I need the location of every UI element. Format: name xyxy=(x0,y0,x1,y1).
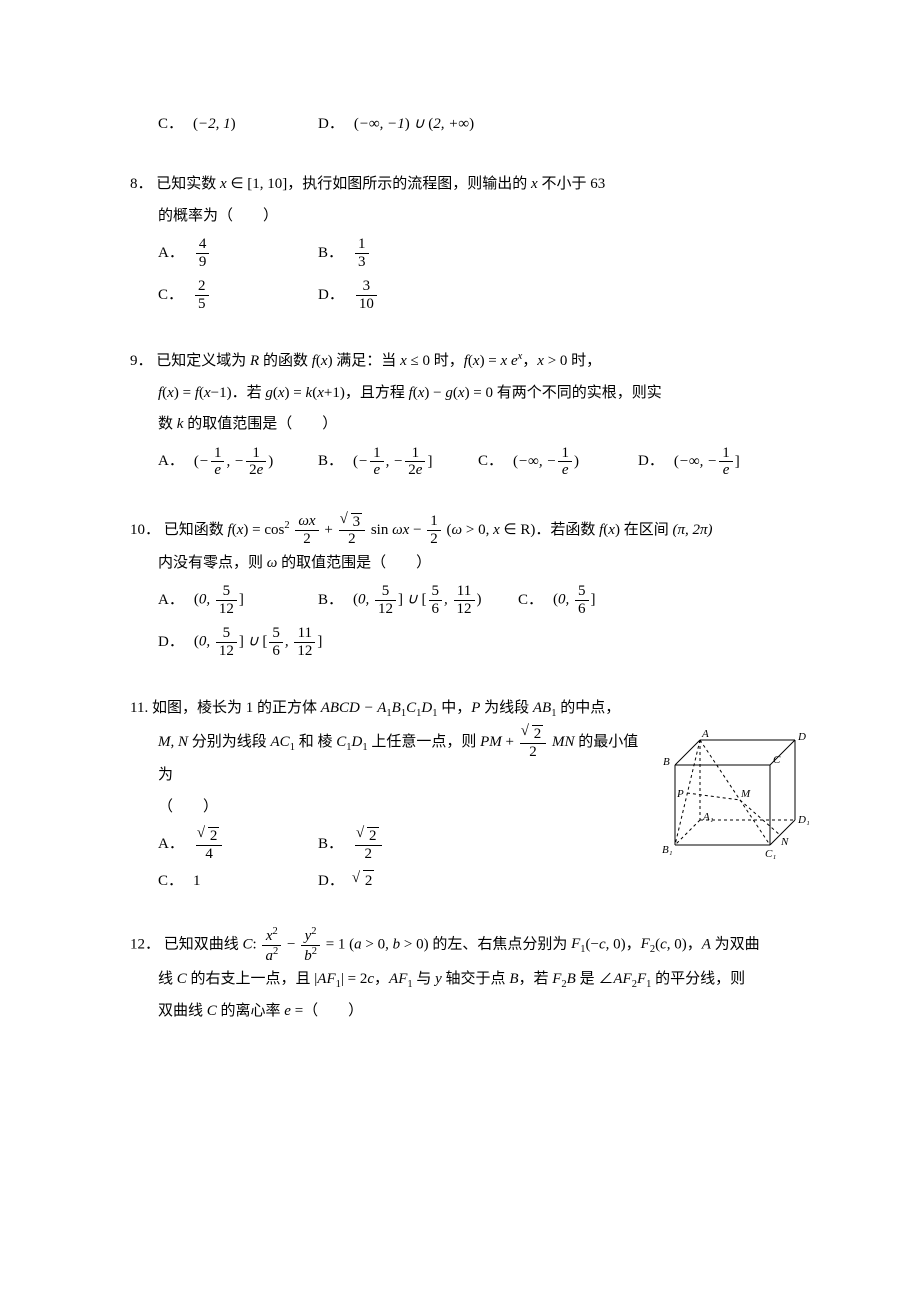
svg-text:D₁: D₁ xyxy=(797,814,810,826)
q9-opt-b: B． (−1e, −12e] xyxy=(318,445,478,479)
q9-opt-a: A． (−1e, −12e) xyxy=(158,445,318,479)
q9-opt-d: D． (−∞, −1e] xyxy=(638,445,798,479)
svg-text:A₁: A₁ xyxy=(702,811,714,823)
q10-number: 10． xyxy=(130,521,160,537)
q8-opt-c: C． 25 xyxy=(158,278,318,312)
q11-opt-d: D．2 xyxy=(318,870,478,892)
q10-opt-c: C． (0, 56] xyxy=(518,583,638,617)
q11-stem3: （ ） xyxy=(130,792,645,824)
q9-opt-c: C． (−∞, −1e) xyxy=(478,445,638,479)
svg-text:M: M xyxy=(740,788,751,800)
svg-text:B: B xyxy=(663,756,670,768)
q8-opt-a: A． 49 xyxy=(158,236,318,270)
q10-stem2: 内没有零点，则 ω 的取值范围是（ ） xyxy=(130,548,815,580)
svg-text:P: P xyxy=(676,788,684,800)
q10-opt-d: D． (0, 512] ∪ [56, 1112] xyxy=(158,625,358,659)
q8-stem2: 的概率为（ ） xyxy=(130,201,815,233)
q11-stem1: 11. 如图，棱长为 1 的正方体 ABCD − A1B1C1D1 中，P 为线… xyxy=(130,693,815,725)
q8: 8． 已知实数 x ∈ [1, 10]，执行如图所示的流程图，则输出的 x 不小… xyxy=(130,169,815,320)
svg-text:D: D xyxy=(797,731,806,743)
q7-opt-c: C． (−2, 1) xyxy=(158,114,318,135)
svg-text:C: C xyxy=(773,754,781,766)
q11-opt-c: C．1 xyxy=(158,870,318,892)
q8-number: 8． xyxy=(130,176,153,192)
q10-opt-a: A． (0, 512] xyxy=(158,583,318,617)
svg-text:N: N xyxy=(780,836,789,848)
q9-stem1: 9． 已知定义域为 R 的函数 f(x) 满足：当 x ≤ 0 时，f(x) =… xyxy=(130,346,815,378)
q12: 12． 已知双曲线 C: x2a2 − y2b2 = 1 (a > 0, b >… xyxy=(130,926,815,1028)
q9: 9． 已知定义域为 R 的函数 f(x) 满足：当 x ≤ 0 时，f(x) =… xyxy=(130,346,815,487)
q12-stem3: 双曲线 C 的离心率 e =（ ） xyxy=(130,996,815,1028)
q9-number: 9． xyxy=(130,353,153,369)
q10: 10． 已知函数 f(x) = cos2 ωx2 + 32 sin ωx − 1… xyxy=(130,513,815,668)
q12-stem1: 12． 已知双曲线 C: x2a2 − y2b2 = 1 (a > 0, b >… xyxy=(130,926,815,964)
q7-opt-d: D． (−∞, −1) ∪ (2, +∞) xyxy=(318,114,558,135)
q7-tail: C． (−2, 1) D． (−∞, −1) ∪ (2, +∞) xyxy=(130,114,815,143)
q11-stem2: M, N 分别为线段 AC1 和 棱 C1D1 上任意一点，则 PM + 22 … xyxy=(130,725,645,792)
q8-opt-b: B． 13 xyxy=(318,236,478,270)
q11-opt-b: B． 22 xyxy=(318,827,478,862)
q8-opt-d: D． 310 xyxy=(318,278,478,312)
q9-stem3: 数 k 的取值范围是（ ） xyxy=(130,409,815,441)
cube-diagram: A D B C A₁ D₁ B₁ C₁ P M N xyxy=(655,725,815,878)
svg-text:B₁: B₁ xyxy=(662,844,673,856)
svg-text:C₁: C₁ xyxy=(765,848,776,860)
q12-number: 12． xyxy=(130,936,160,952)
svg-text:A: A xyxy=(701,728,709,740)
q9-stem2: f(x) = f(x−1)．若 g(x) = k(x+1)，且方程 f(x) −… xyxy=(130,378,815,410)
q10-stem1: 10． 已知函数 f(x) = cos2 ωx2 + 32 sin ωx − 1… xyxy=(130,513,815,548)
q11-number: 11. xyxy=(130,700,148,716)
q10-opt-b: B． (0, 512] ∪ [56, 1112) xyxy=(318,583,518,617)
q12-stem2: 线 C 的右支上一点，且 |AF1| = 2c，AF1 与 y 轴交于点 B，若… xyxy=(130,964,815,996)
page: C． (−2, 1) D． (−∞, −1) ∪ (2, +∞) 8． 已知实数… xyxy=(0,0,920,1114)
q8-stem: 8． 已知实数 x ∈ [1, 10]，执行如图所示的流程图，则输出的 x 不小… xyxy=(130,169,815,201)
q11-opt-a: A． 24 xyxy=(158,827,318,862)
q11: 11. 如图，棱长为 1 的正方体 ABCD − A1B1C1D1 中，P 为线… xyxy=(130,693,815,900)
